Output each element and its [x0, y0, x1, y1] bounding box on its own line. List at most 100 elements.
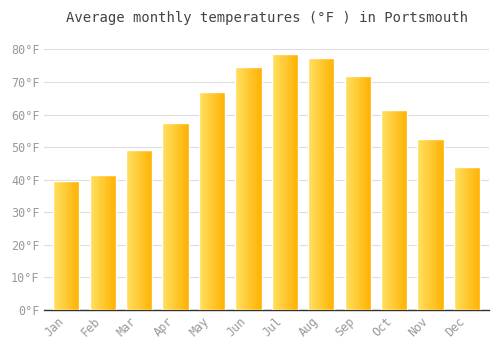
Bar [356, 76, 357, 310]
Bar [357, 76, 358, 310]
Bar [114, 175, 115, 310]
Bar [290, 54, 291, 310]
Bar [354, 76, 355, 310]
Bar [98, 175, 100, 310]
Bar [178, 123, 179, 310]
Bar [165, 123, 166, 310]
Bar [133, 150, 134, 310]
Bar [248, 68, 250, 310]
Bar [246, 68, 248, 310]
Bar [254, 68, 256, 310]
Bar [185, 123, 186, 310]
Bar [370, 76, 371, 310]
Bar [454, 167, 480, 310]
Bar [332, 58, 334, 310]
Bar [274, 54, 276, 310]
Bar [361, 76, 362, 310]
Bar [349, 76, 350, 310]
Bar [92, 175, 93, 310]
Bar [78, 181, 80, 310]
Bar [206, 92, 207, 310]
Bar [200, 92, 202, 310]
Bar [162, 123, 164, 310]
Bar [164, 123, 165, 310]
Bar [176, 123, 178, 310]
Bar [74, 181, 75, 310]
Bar [182, 123, 184, 310]
Bar [369, 76, 370, 310]
Bar [239, 68, 240, 310]
Bar [171, 123, 172, 310]
Bar [257, 68, 258, 310]
Bar [317, 58, 318, 310]
Bar [456, 167, 458, 310]
Bar [62, 181, 63, 310]
Bar [360, 76, 361, 310]
Bar [316, 58, 317, 310]
Bar [128, 150, 130, 310]
Bar [108, 175, 109, 310]
Bar [278, 54, 279, 310]
Bar [438, 139, 440, 310]
Bar [355, 76, 356, 310]
Bar [167, 123, 168, 310]
Bar [258, 68, 259, 310]
Bar [282, 54, 283, 310]
Bar [396, 110, 397, 310]
Bar [53, 181, 54, 310]
Bar [468, 167, 469, 310]
Bar [110, 175, 112, 310]
Bar [386, 110, 387, 310]
Bar [381, 110, 382, 310]
Bar [138, 150, 139, 310]
Bar [213, 92, 214, 310]
Bar [312, 58, 314, 310]
Bar [100, 175, 101, 310]
Bar [344, 76, 371, 310]
Bar [346, 76, 348, 310]
Bar [322, 58, 323, 310]
Bar [67, 181, 68, 310]
Bar [242, 68, 243, 310]
Bar [404, 110, 406, 310]
Bar [397, 110, 398, 310]
Bar [66, 181, 67, 310]
Bar [315, 58, 316, 310]
Bar [95, 175, 96, 310]
Bar [406, 110, 408, 310]
Bar [277, 54, 278, 310]
Bar [458, 167, 459, 310]
Bar [221, 92, 222, 310]
Bar [403, 110, 404, 310]
Bar [127, 150, 128, 310]
Bar [421, 139, 422, 310]
Bar [473, 167, 474, 310]
Bar [279, 54, 280, 310]
Bar [318, 58, 320, 310]
Bar [428, 139, 429, 310]
Bar [211, 92, 212, 310]
Bar [218, 92, 219, 310]
Bar [272, 54, 274, 310]
Bar [432, 139, 433, 310]
Bar [115, 175, 116, 310]
Bar [293, 54, 294, 310]
Bar [252, 68, 253, 310]
Bar [224, 92, 225, 310]
Bar [243, 68, 244, 310]
Bar [172, 123, 173, 310]
Bar [54, 181, 55, 310]
Bar [148, 150, 149, 310]
Bar [384, 110, 386, 310]
Bar [162, 123, 188, 310]
Bar [388, 110, 389, 310]
Bar [199, 92, 200, 310]
Bar [184, 123, 185, 310]
Bar [454, 167, 455, 310]
Bar [134, 150, 135, 310]
Bar [464, 167, 466, 310]
Bar [381, 110, 407, 310]
Bar [212, 92, 213, 310]
Bar [68, 181, 69, 310]
Bar [324, 58, 325, 310]
